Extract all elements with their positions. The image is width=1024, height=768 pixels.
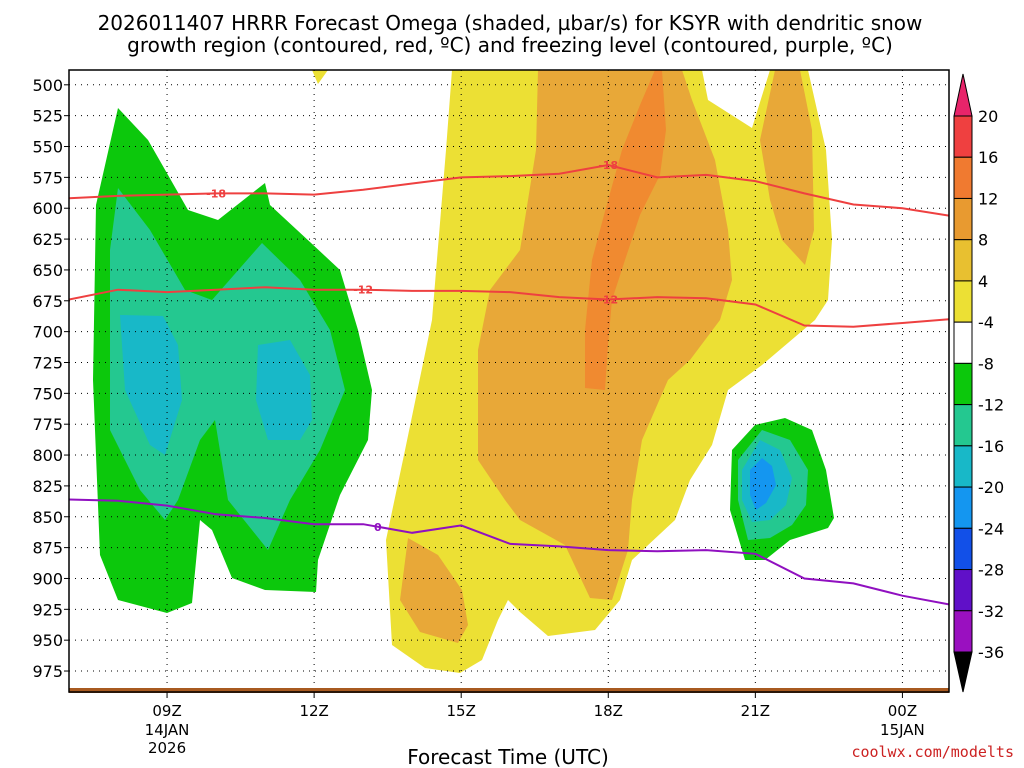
- colorbar-swatch: [953, 486, 973, 529]
- omega-region-cell-blue: [750, 458, 776, 510]
- contour-label: -12: [353, 284, 373, 297]
- colorbar-label: -20: [978, 478, 1004, 497]
- colorbar-label: -24: [978, 519, 1004, 538]
- ground-bar: [69, 688, 949, 693]
- y-tick-label: 650: [32, 261, 63, 280]
- colorbar-swatch: [953, 156, 973, 199]
- colorbar-swatch: [953, 569, 973, 612]
- colorbar-label: 16: [978, 148, 998, 167]
- colorbar-label: -16: [978, 437, 1004, 456]
- x-tick-label: 12Z: [299, 702, 328, 720]
- colorbar-swatch: [953, 321, 973, 364]
- colorbar-top-arrow: [953, 73, 973, 117]
- contour-label: -12: [598, 294, 618, 307]
- y-tick-label: 875: [32, 539, 63, 558]
- x-axis-label: Forecast Time (UTC): [407, 745, 609, 768]
- colorbar-swatch: [953, 115, 973, 158]
- y-tick-label: 775: [32, 415, 63, 434]
- colorbar-label: 4: [978, 272, 988, 291]
- omega-shading: [93, 70, 834, 673]
- colorbar-label: -28: [978, 561, 1004, 580]
- colorbar-label: -4: [978, 313, 994, 332]
- y-tick-label: 575: [32, 168, 63, 187]
- plot-frame: [68, 69, 950, 693]
- y-tick-label: 825: [32, 477, 63, 496]
- x-tick-year: 2026: [148, 739, 186, 757]
- omega-region-orange: [585, 70, 666, 390]
- contour-label: 0: [374, 521, 382, 534]
- y-tick-label: 600: [32, 199, 63, 218]
- colorbar-swatch: [953, 527, 973, 571]
- x-tick-label: 15Z: [447, 702, 476, 720]
- omega-region-gold-upper-right: [760, 70, 814, 265]
- x-tick-date: 14JAN: [145, 721, 190, 739]
- y-tick-label: 975: [32, 662, 63, 681]
- contour-line: [69, 286, 949, 328]
- y-tick-label: 625: [32, 230, 63, 249]
- y-tick-label: 750: [32, 384, 63, 403]
- omega-region-cyan-1: [120, 315, 182, 455]
- colorbar-label: 8: [978, 231, 988, 250]
- colorbar-label: 20: [978, 107, 998, 126]
- y-tick-label: 525: [32, 107, 63, 126]
- x-tick-label: 09Z: [152, 702, 181, 720]
- y-tick-label: 925: [32, 600, 63, 619]
- chart-title-line1: 2026011407 HRRR Forecast Omega (shaded, …: [98, 11, 923, 35]
- y-tick-label: 550: [32, 138, 63, 157]
- colorbar-swatch: [953, 610, 973, 653]
- colorbar-label: -12: [978, 396, 1004, 415]
- credit-text: coolwx.com/modelts: [851, 743, 1014, 761]
- omega-region-gold-lower: [400, 538, 468, 643]
- contour-label: -18: [206, 187, 226, 200]
- colorbar-swatch: [953, 239, 973, 282]
- colorbar: 20 16 12 8 4 -4 -8 -12 -16 -20 -24 -28 -32 -36: [953, 73, 1004, 693]
- contour-label: -18: [598, 159, 618, 172]
- colorbar-label: -8: [978, 354, 994, 373]
- contours: -18 -18 -12 -12 0: [69, 159, 949, 606]
- contour-line: [69, 163, 949, 217]
- colorbar-label: 12: [978, 189, 998, 208]
- omega-region-teal: [110, 188, 345, 550]
- x-tick-label: 21Z: [741, 702, 770, 720]
- colorbar-swatch: [953, 404, 973, 447]
- colorbar-swatch: [953, 197, 973, 241]
- colorbar-label: -36: [978, 643, 1004, 662]
- x-tick-label: 00Z: [888, 702, 917, 720]
- x-tick-label: 18Z: [594, 702, 623, 720]
- contour-line: [69, 498, 949, 606]
- colorbar-bottom-arrow: [953, 651, 973, 693]
- colorbar-swatch: [953, 280, 973, 323]
- omega-region-cyan-2: [256, 340, 312, 440]
- y-tick-label: 800: [32, 446, 63, 465]
- x-tick-date: 15JAN: [880, 721, 925, 739]
- y-tick-label: 850: [32, 508, 63, 527]
- omega-region-yellow-small: [312, 70, 328, 84]
- chart-title-line2: growth region (contoured, red, ºC) and f…: [127, 33, 893, 57]
- y-tick-label: 500: [32, 76, 63, 95]
- y-tick-label: 950: [32, 631, 63, 650]
- y-tick-label: 900: [32, 569, 63, 588]
- y-tick-label: 725: [32, 353, 63, 372]
- colorbar-swatch: [953, 362, 973, 406]
- y-tick-label: 700: [32, 323, 63, 342]
- colorbar-label: -32: [978, 602, 1004, 621]
- colorbar-swatch: [953, 445, 973, 488]
- y-tick-label: 675: [32, 292, 63, 311]
- y-axis: 500 525 550 575 600 625 650 675 700 725 750 775 800 8…: [32, 76, 69, 681]
